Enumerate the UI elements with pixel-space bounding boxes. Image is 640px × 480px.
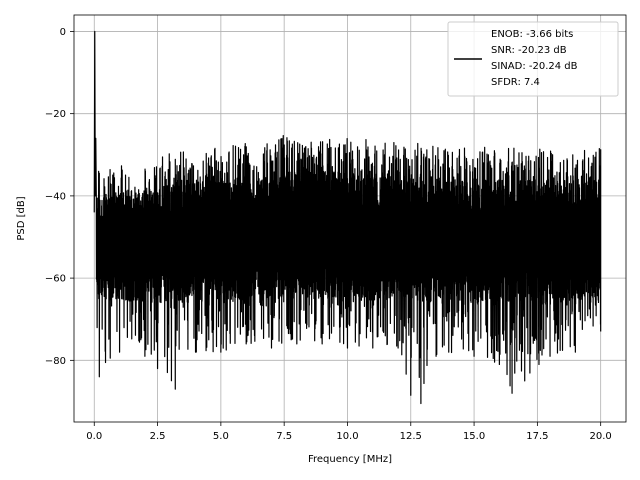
x-tick-label: 0.0 xyxy=(86,431,102,442)
x-tick-label: 5.0 xyxy=(213,431,229,442)
x-tick-label: 15.0 xyxy=(463,431,485,442)
x-axis-ticks: 0.0 2.5 5.0 7.5 10.0 12.5 15.0 17.5 20.0 xyxy=(86,422,612,442)
axes-frame xyxy=(73,14,627,423)
legend: ENOB: -3.66 bits SNR: -20.23 dB SINAD: -20… xyxy=(447,21,619,97)
x-tick-label: 17.5 xyxy=(526,431,548,442)
legend-line-text: SINAD: -20.24 dB xyxy=(491,61,578,72)
legend-box xyxy=(447,21,619,97)
x-tick-label: 10.0 xyxy=(336,431,358,442)
legend-entry: ENOB: -3.66 bits SNR: -20.23 dB SINAD: -20… xyxy=(491,29,578,88)
y-axis-ticks: 0 −20 −40 −60 −80 xyxy=(45,27,74,367)
x-tick-label: 20.0 xyxy=(590,431,612,442)
y-tick-label: −60 xyxy=(45,274,66,285)
legend-line-text: SFDR: 7.4 xyxy=(491,77,540,88)
x-tick-label: 2.5 xyxy=(150,431,166,442)
y-tick-label: −40 xyxy=(45,191,66,202)
legend-line-text: ENOB: -3.66 bits xyxy=(491,29,573,40)
series-layer xyxy=(93,30,602,405)
x-axis-label: Frequency [MHz] xyxy=(308,454,392,465)
y-axis-label: PSD [dB] xyxy=(16,196,27,240)
plot-area xyxy=(93,30,602,405)
psd-series-line xyxy=(93,30,602,405)
x-tick-label: 12.5 xyxy=(400,431,422,442)
legend-line-text: SNR: -20.23 dB xyxy=(491,45,567,56)
x-tick-label: 7.5 xyxy=(276,431,292,442)
y-tick-label: 0 xyxy=(60,27,66,38)
y-tick-label: −80 xyxy=(45,356,66,367)
y-tick-label: −20 xyxy=(45,109,66,120)
